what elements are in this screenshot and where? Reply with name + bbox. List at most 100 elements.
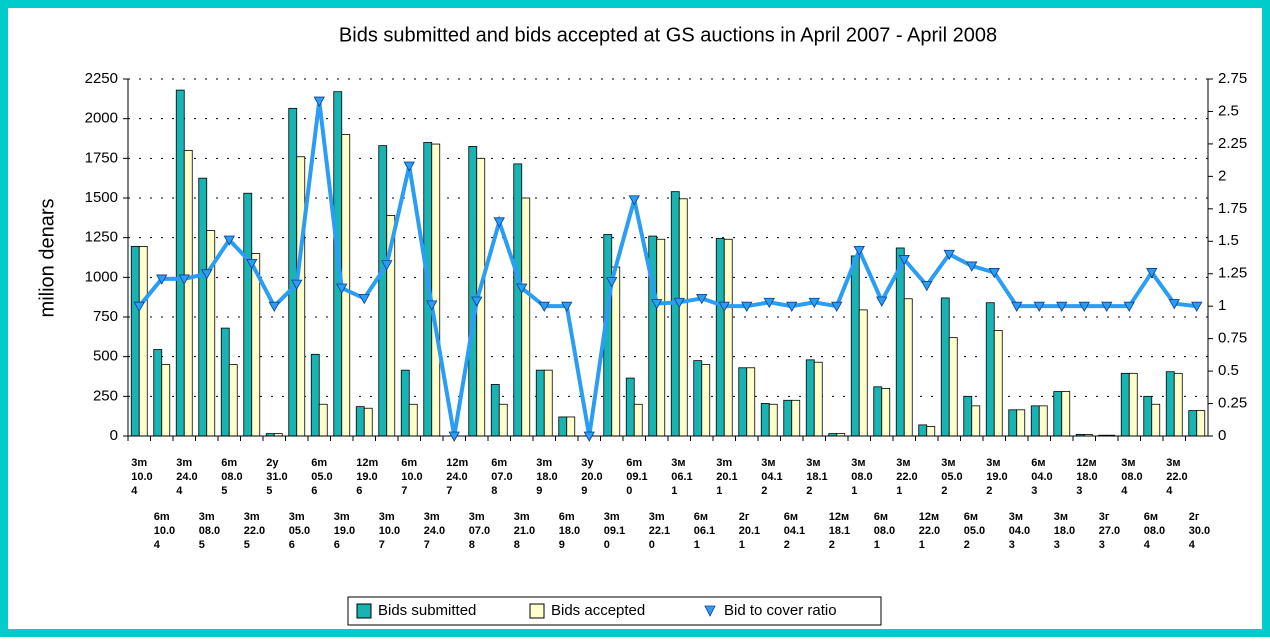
x-tick-label: 6m 05.0 6 — [311, 457, 332, 497]
x-tick-label: 3m 10.0 7 — [379, 511, 400, 551]
y2-tick-label: 1.5 — [1218, 232, 1239, 249]
y2-tick-label: 0.5 — [1218, 362, 1239, 379]
x-tick-label: 3м 06.1 1 — [671, 457, 692, 497]
x-tick-label: 3m 22.1 0 — [649, 511, 670, 551]
bar — [310, 353, 320, 437]
y2-tick-label: 0 — [1218, 427, 1226, 444]
marker — [696, 293, 708, 305]
legend-swatch — [356, 603, 372, 619]
bar — [738, 367, 748, 437]
legend-box — [347, 596, 882, 626]
bar — [918, 424, 928, 437]
marker — [516, 283, 528, 294]
x-tick-label: 3m 22.0 5 — [244, 511, 265, 551]
x-tick-label: 6m 10.0 7 — [401, 457, 422, 497]
y2-tick-label: 2.5 — [1218, 102, 1239, 119]
bar — [161, 364, 171, 437]
y-tick-label: 500 — [93, 348, 118, 365]
x-tick-label: 3m 09.1 0 — [604, 511, 625, 551]
x-tick-label: 3m 21.0 8 — [514, 511, 535, 551]
bar — [1196, 410, 1206, 437]
x-tick-label: 6м 04.0 3 — [1031, 457, 1052, 497]
x-tick-label: 3г 27.0 3 — [1099, 511, 1120, 551]
marker — [448, 431, 460, 442]
bar — [296, 156, 306, 437]
bar — [625, 377, 635, 437]
bar — [498, 403, 508, 437]
bar — [558, 416, 568, 437]
x-tick-label: 3м 04.0 3 — [1009, 511, 1030, 551]
marker — [718, 301, 730, 313]
marker — [1078, 301, 1090, 313]
bar — [783, 399, 793, 437]
x-tick-label: 3м 04.1 2 — [761, 457, 782, 497]
x-tick-label: 3м 08.0 4 — [1121, 457, 1142, 497]
marker — [1056, 301, 1068, 313]
marker — [786, 301, 798, 313]
marker — [943, 249, 955, 261]
y-tick-label: 1750 — [85, 149, 118, 166]
bar — [873, 386, 883, 437]
bar — [288, 107, 298, 437]
bar — [490, 384, 500, 437]
bar — [723, 238, 733, 437]
marker — [336, 283, 348, 294]
marker — [201, 269, 213, 280]
bar — [1165, 371, 1175, 437]
bar — [1151, 403, 1161, 437]
x-tick-label: 6м 05.0 2 — [964, 511, 985, 551]
bar — [566, 416, 576, 437]
y-tick-label: 750 — [93, 308, 118, 325]
y2-tick-label: 1.25 — [1218, 265, 1247, 282]
bar — [715, 238, 725, 437]
bar — [633, 403, 643, 437]
bar — [805, 359, 815, 437]
marker — [853, 245, 865, 257]
bar — [993, 330, 1003, 437]
bar — [408, 403, 418, 437]
bar — [940, 297, 950, 437]
x-tick-label: 3y 20.0 9 — [581, 457, 602, 497]
marker — [403, 161, 415, 172]
y-tick-label: 1500 — [85, 189, 118, 206]
bar — [130, 245, 140, 437]
bar — [1053, 391, 1063, 437]
x-tick-label: 6м 04.1 2 — [784, 511, 805, 551]
bar — [656, 238, 666, 437]
legend-marker — [704, 605, 716, 617]
marker — [246, 258, 258, 270]
x-tick-label: 3м 22.0 4 — [1166, 457, 1187, 497]
marker — [471, 296, 483, 307]
marker — [1033, 301, 1045, 313]
x-tick-label: 12м 22.0 1 — [919, 511, 940, 551]
x-tick-label: 12m 19.0 6 — [356, 457, 378, 497]
x-tick-label: 3m 19.0 6 — [334, 511, 355, 551]
bar — [220, 327, 230, 437]
bar — [1038, 405, 1048, 437]
legend-label: Bids submitted — [378, 602, 476, 619]
bar — [198, 177, 208, 437]
x-tick-label: 3м 22.0 1 — [896, 457, 917, 497]
bar — [431, 143, 441, 437]
bar — [1128, 372, 1138, 437]
bar — [1173, 372, 1183, 437]
bar — [701, 364, 711, 437]
bar — [355, 406, 365, 437]
x-tick-label: 6м 08.0 4 — [1144, 511, 1165, 551]
bar — [468, 146, 478, 437]
bar — [175, 89, 185, 437]
marker — [763, 297, 775, 309]
bar — [318, 403, 328, 437]
bar — [543, 369, 553, 437]
bar — [693, 360, 703, 437]
y2-tick-label: 1 — [1218, 297, 1226, 314]
bar — [378, 145, 388, 437]
marker — [381, 260, 393, 271]
bar — [153, 349, 163, 437]
y2-tick-label: 2.25 — [1218, 135, 1247, 152]
bar — [963, 395, 973, 437]
x-tick-label: 6m 18.0 9 — [559, 511, 580, 551]
bar — [760, 403, 770, 437]
bar — [850, 255, 860, 437]
bar — [1143, 395, 1153, 437]
